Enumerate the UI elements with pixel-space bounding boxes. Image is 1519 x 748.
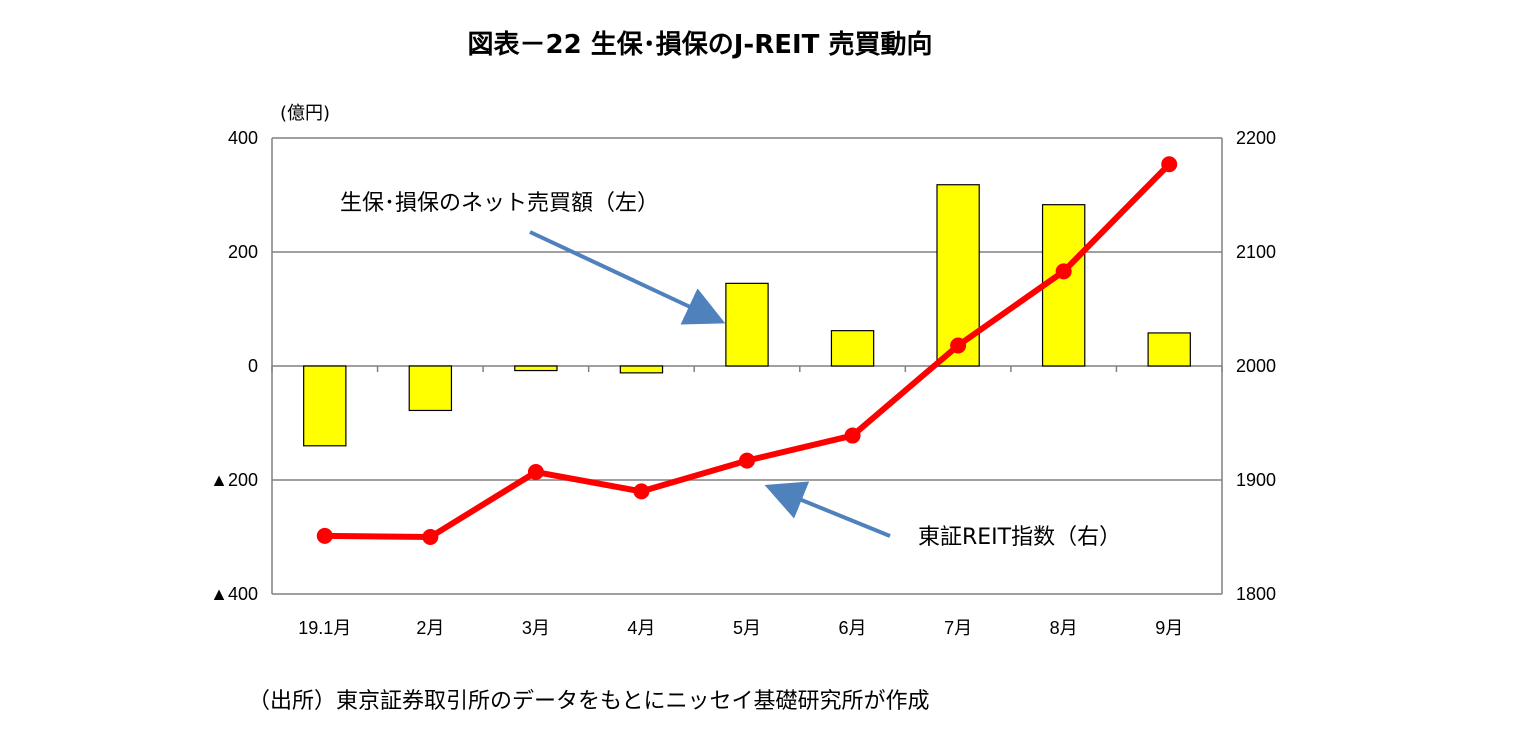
bar bbox=[619, 365, 664, 374]
left-axis-unit: (億円) bbox=[280, 103, 330, 124]
line-point bbox=[950, 337, 967, 354]
line-point bbox=[1161, 156, 1178, 173]
line-point bbox=[422, 529, 439, 545]
line-point bbox=[316, 527, 333, 544]
right-tick-label: 1900 bbox=[1236, 470, 1276, 490]
bar-series-annotation: 生保･損保のネット売買額（左） bbox=[340, 191, 659, 216]
right-tick-label: 2200 bbox=[1236, 128, 1276, 148]
category-label: 19.1月 bbox=[298, 618, 351, 638]
source-note: （出所）東京証券取引所のデータをもとにニッセイ基礎研究所が作成 bbox=[248, 689, 930, 714]
left-axis-ticks: 400 200 0 ▲200 ▲400 bbox=[210, 128, 258, 604]
line-series-annotation: 東証REIT指数（右） bbox=[918, 525, 1121, 550]
category-label: 3月 bbox=[522, 618, 550, 638]
right-axis-ticks: 2200 2100 2000 1900 1800 bbox=[1236, 128, 1276, 604]
category-label: 4月 bbox=[627, 618, 655, 638]
line-annotation-arrow bbox=[764, 481, 891, 538]
left-tick-label: 400 bbox=[228, 128, 258, 148]
line-point bbox=[633, 483, 650, 500]
bar bbox=[514, 365, 558, 372]
right-tick-label: 2100 bbox=[1236, 242, 1276, 262]
bar bbox=[303, 365, 347, 447]
line-point bbox=[844, 427, 861, 444]
bar bbox=[408, 365, 453, 412]
category-label: 9月 bbox=[1155, 618, 1183, 638]
bar bbox=[1147, 332, 1191, 367]
right-tick-label: 2000 bbox=[1236, 356, 1276, 376]
category-labels: 19.1月 2月 3月 4月 5月 6月 7月 8月 9月 bbox=[298, 618, 1183, 638]
left-tick-label: 0 bbox=[248, 356, 258, 376]
chart-title: 図表－22 生保･損保のJ-REIT 売買動向 bbox=[468, 29, 933, 60]
category-label: 5月 bbox=[733, 618, 761, 638]
bar-annotation-arrow bbox=[529, 230, 726, 325]
category-label: 7月 bbox=[944, 618, 972, 638]
line-point bbox=[1055, 263, 1072, 280]
left-tick-label: ▲400 bbox=[210, 584, 258, 604]
bar bbox=[830, 330, 875, 367]
bar-series bbox=[303, 184, 1191, 447]
line-series bbox=[316, 156, 1178, 545]
left-tick-label: 200 bbox=[228, 242, 258, 262]
bar bbox=[725, 282, 769, 367]
right-tick-label: 1800 bbox=[1236, 584, 1276, 604]
left-tick-label: ▲200 bbox=[210, 470, 258, 490]
line-point bbox=[527, 464, 544, 481]
category-label: 8月 bbox=[1050, 618, 1078, 638]
category-label: 6月 bbox=[839, 618, 867, 638]
category-label: 2月 bbox=[416, 618, 444, 638]
line-point bbox=[739, 452, 755, 469]
